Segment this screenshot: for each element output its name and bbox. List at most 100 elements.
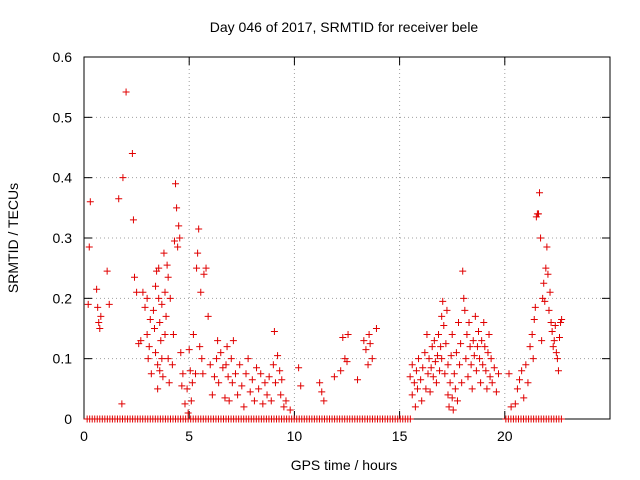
data-point bbox=[160, 249, 168, 257]
data-point bbox=[372, 325, 380, 332]
data-point bbox=[189, 331, 197, 339]
data-point bbox=[161, 331, 169, 339]
data-point bbox=[320, 397, 328, 405]
data-point bbox=[438, 355, 446, 363]
data-point bbox=[433, 352, 441, 360]
data-point bbox=[316, 379, 324, 387]
data-point bbox=[86, 198, 94, 206]
data-point bbox=[432, 379, 440, 387]
data-point bbox=[444, 391, 452, 399]
x-tick-label: 20 bbox=[497, 428, 513, 444]
data-point bbox=[446, 379, 454, 387]
data-point bbox=[229, 337, 237, 345]
data-point bbox=[159, 373, 167, 381]
data-point bbox=[222, 361, 230, 369]
data-point bbox=[343, 358, 351, 366]
data-point bbox=[154, 361, 162, 369]
data-point bbox=[556, 334, 564, 342]
data-point bbox=[214, 337, 222, 345]
data-point bbox=[465, 318, 473, 326]
data-point bbox=[419, 364, 427, 372]
data-point bbox=[448, 331, 456, 339]
data-point bbox=[265, 373, 273, 381]
data-point bbox=[141, 303, 149, 311]
x-axis-label: GPS time / hours bbox=[291, 457, 398, 473]
data-point bbox=[456, 361, 464, 369]
data-point bbox=[176, 234, 184, 242]
data-point bbox=[487, 355, 495, 363]
data-point bbox=[242, 370, 250, 378]
data-point bbox=[215, 379, 223, 387]
data-point bbox=[122, 88, 130, 96]
data-point bbox=[168, 361, 176, 369]
data-point bbox=[146, 315, 154, 323]
data-point bbox=[406, 373, 414, 381]
data-point bbox=[174, 243, 182, 251]
data-point bbox=[187, 397, 195, 405]
data-point bbox=[240, 403, 248, 411]
data-point bbox=[459, 267, 467, 275]
data-point bbox=[85, 243, 93, 251]
data-point bbox=[513, 385, 521, 393]
data-point bbox=[511, 400, 519, 408]
data-point bbox=[166, 294, 174, 302]
data-point bbox=[164, 273, 172, 281]
data-point bbox=[277, 391, 285, 399]
data-point bbox=[516, 376, 524, 384]
data-point bbox=[330, 373, 338, 381]
data-point bbox=[129, 216, 137, 224]
data-point bbox=[362, 346, 370, 354]
data-point bbox=[360, 337, 368, 345]
data-point bbox=[545, 306, 553, 314]
data-point bbox=[471, 312, 479, 320]
data-point bbox=[490, 364, 498, 372]
data-point bbox=[418, 397, 426, 405]
data-point bbox=[557, 318, 565, 326]
data-points bbox=[83, 88, 566, 423]
data-point bbox=[269, 361, 277, 369]
data-point bbox=[460, 294, 468, 302]
data-point bbox=[156, 318, 164, 326]
data-point bbox=[227, 355, 235, 363]
data-point bbox=[442, 340, 450, 348]
data-point bbox=[470, 352, 478, 360]
y-tick-label: 0.6 bbox=[53, 49, 73, 65]
data-point bbox=[128, 150, 136, 158]
data-point bbox=[479, 361, 487, 369]
data-point bbox=[200, 270, 208, 278]
data-point bbox=[339, 334, 347, 342]
data-point bbox=[210, 373, 218, 381]
data-point bbox=[520, 394, 528, 402]
data-point bbox=[441, 370, 449, 378]
data-point bbox=[318, 388, 326, 396]
data-point bbox=[449, 406, 457, 414]
data-point bbox=[448, 394, 456, 402]
data-point bbox=[461, 306, 469, 314]
data-point bbox=[364, 361, 372, 369]
data-point bbox=[435, 331, 443, 339]
data-point bbox=[469, 337, 477, 345]
data-point bbox=[421, 349, 429, 357]
data-point bbox=[544, 270, 552, 278]
data-point bbox=[271, 379, 279, 387]
axis-ticks: 0 0.1 0.2 0.3 0.4 0.5 0.6 0 5 10 15 20 bbox=[53, 49, 610, 444]
data-point bbox=[156, 367, 164, 375]
data-point bbox=[462, 355, 470, 363]
data-point bbox=[365, 331, 373, 339]
data-point bbox=[175, 222, 183, 230]
data-point bbox=[163, 261, 171, 269]
data-point bbox=[436, 367, 444, 375]
data-point bbox=[547, 318, 555, 326]
data-point bbox=[297, 382, 305, 390]
data-point bbox=[224, 373, 232, 381]
data-point bbox=[443, 306, 451, 314]
data-point bbox=[455, 318, 463, 326]
data-point bbox=[463, 331, 471, 339]
data-point bbox=[554, 367, 562, 375]
data-point bbox=[440, 321, 448, 329]
data-point bbox=[410, 379, 418, 387]
data-point bbox=[95, 318, 103, 326]
data-point bbox=[204, 312, 212, 320]
data-point bbox=[453, 397, 461, 405]
